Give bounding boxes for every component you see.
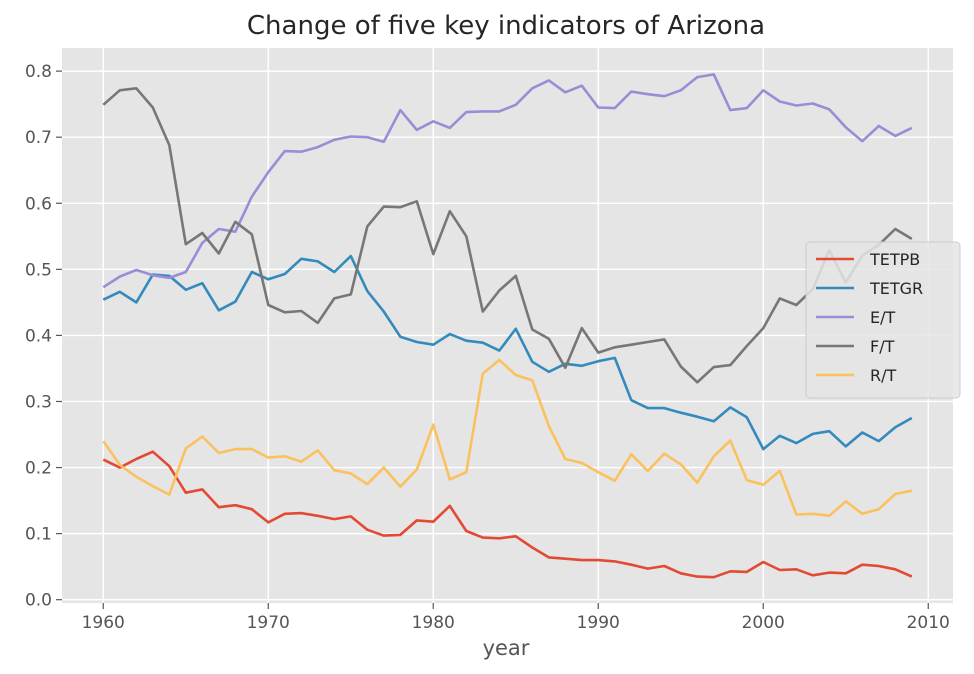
series-line-f-t bbox=[102, 87, 913, 384]
legend-label-tetpb: TETPB bbox=[869, 250, 920, 269]
x-tick-label: 2010 bbox=[907, 613, 950, 633]
y-tick-label: 0.4 bbox=[25, 326, 52, 346]
x-tick-label: 1980 bbox=[412, 613, 455, 633]
y-tick-label: 0.5 bbox=[25, 260, 52, 280]
plot-area bbox=[62, 48, 953, 603]
y-tick-label: 0.7 bbox=[25, 128, 52, 148]
legend-label-e-t: E/T bbox=[870, 308, 896, 327]
legend-label-tetgr: TETGR bbox=[869, 279, 923, 298]
legend: TETPB TETGR E/T F/T R/T bbox=[805, 241, 961, 399]
x-axis-label: year bbox=[483, 636, 530, 660]
series-lines bbox=[102, 73, 913, 579]
y-tick-label: 0.2 bbox=[25, 459, 52, 479]
x-tick-label: 2000 bbox=[742, 613, 785, 633]
legend-label-f-t: F/T bbox=[870, 337, 895, 356]
series-line-r-t bbox=[102, 358, 913, 518]
series-line-tetpb bbox=[102, 450, 913, 579]
y-tick-label: 0.8 bbox=[25, 62, 52, 82]
legend-box bbox=[805, 241, 961, 399]
y-tick-label: 0.3 bbox=[25, 392, 52, 412]
y-ticks: 0.0 0.1 0.2 0.3 0.4 0.5 0.6 0.7 0.8 bbox=[25, 62, 62, 611]
series-line-tetgr bbox=[102, 254, 913, 451]
y-tick-label: 0.1 bbox=[25, 525, 52, 545]
legend-label-r-t: R/T bbox=[870, 366, 897, 385]
x-tick-label: 1960 bbox=[82, 613, 125, 633]
y-tick-label: 0.0 bbox=[25, 591, 52, 611]
x-tick-label: 1970 bbox=[247, 613, 290, 633]
x-ticks: 1960 1970 1980 1990 2000 2010 bbox=[82, 603, 950, 633]
chart-title: Change of five key indicators of Arizona bbox=[247, 11, 765, 41]
series-line-e-t bbox=[102, 73, 913, 289]
x-tick-label: 1990 bbox=[577, 613, 620, 633]
grid bbox=[62, 48, 953, 603]
y-tick-label: 0.6 bbox=[25, 194, 52, 214]
